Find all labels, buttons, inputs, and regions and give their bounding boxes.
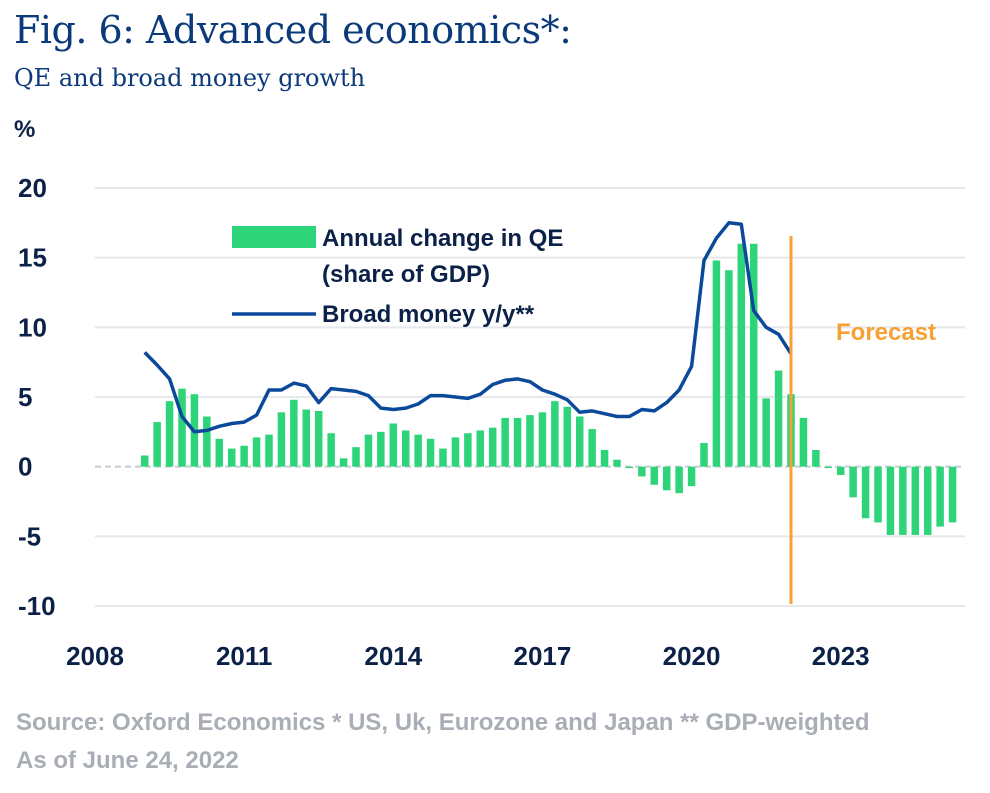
qe-bar: [936, 466, 944, 527]
y-axis-unit: %: [14, 116, 36, 143]
qe-bar: [700, 442, 708, 467]
qe-bar: [277, 412, 286, 467]
as-of-date: As of June 24, 2022: [16, 747, 239, 774]
x-tick-label: 2017: [514, 641, 572, 671]
qe-bar: [675, 466, 683, 494]
qe-bar: [203, 416, 211, 467]
qe-bar: [712, 260, 721, 467]
legend-bar-label-line1: Annual change in QE: [322, 225, 563, 252]
qe-bar: [302, 409, 311, 467]
forecast-group: Forecast: [789, 236, 936, 604]
forecast-label: Forecast: [836, 319, 936, 346]
source-text: Source: Oxford Economics * US, Uk, Euroz…: [16, 709, 870, 736]
qe-bar: [762, 398, 770, 467]
qe-bar: [252, 437, 261, 467]
y-tick-label: 15: [18, 243, 47, 273]
legend-line-label: Broad money y/y**: [322, 301, 535, 328]
x-tick-label: 2014: [364, 641, 422, 671]
qe-bar: [464, 433, 472, 467]
qe-bar: [439, 448, 447, 467]
qe-bar: [600, 449, 609, 467]
qe-bar: [364, 434, 373, 467]
qe-bar: [861, 466, 870, 519]
qe-bar: [662, 466, 671, 491]
qe-bar: [314, 410, 323, 467]
qe-bar: [725, 270, 733, 467]
legend-bar-swatch: [232, 226, 316, 248]
qe-bar: [240, 445, 248, 467]
x-tick-label: 2011: [216, 641, 272, 671]
qe-bar: [153, 422, 161, 467]
y-tick-label: 20: [18, 173, 47, 203]
qe-bar: [886, 466, 895, 535]
qe-bar: [265, 434, 273, 467]
qe-bar: [352, 447, 360, 467]
y-axis: 20 15 10 5 0 -5 -10: [18, 173, 56, 621]
qe-bar: [140, 455, 149, 467]
source-note: Source: Oxford Economics * US, Uk, Euroz…: [16, 704, 870, 780]
qe-bar: [687, 466, 696, 487]
qe-bar: [551, 401, 559, 467]
qe-bar: [414, 434, 422, 467]
qe-bar: [501, 417, 509, 467]
qe-bar: [426, 438, 435, 467]
qe-bar: [327, 433, 335, 467]
x-tick-label: 2020: [663, 641, 721, 671]
qe-bar: [824, 466, 833, 469]
qe-bar: [451, 437, 460, 467]
qe-bar: [874, 466, 882, 523]
qe-bar: [625, 466, 634, 469]
qe-bar: [923, 466, 932, 535]
legend: Annual change in QE (share of GDP) Broad…: [232, 225, 563, 328]
chart-subtitle: QE and broad money growth: [14, 64, 366, 92]
qe-bar: [948, 466, 957, 523]
chart: 20 15 10 5 0 -5 -10 2008 2011 2014 2017 2020 2023 F…: [18, 173, 965, 671]
qe-bar: [513, 417, 522, 467]
qe-bar: [377, 431, 385, 467]
y-tick-label: 10: [18, 312, 47, 342]
qe-bar: [638, 466, 646, 477]
qe-bar: [899, 466, 907, 535]
qe-bar: [799, 417, 808, 467]
qe-bar: [849, 466, 857, 498]
qe-bar: [563, 406, 572, 467]
qe-bar: [178, 388, 186, 467]
x-axis: 2008 2011 2014 2017 2020 2023: [66, 641, 870, 671]
qe-bar: [911, 466, 920, 535]
qe-bar: [290, 399, 298, 467]
qe-bar: [613, 459, 621, 467]
y-tick-label: 0: [18, 452, 32, 482]
qe-bar: [836, 466, 845, 476]
qe-bar: [215, 438, 224, 467]
y-tick-label: -10: [18, 591, 56, 621]
qe-bar: [812, 449, 820, 467]
qe-bar: [339, 458, 348, 467]
qe-bar: [227, 448, 236, 467]
qe-bar: [650, 466, 659, 485]
line-series-group: [143, 221, 793, 434]
qe-bar: [575, 416, 584, 467]
qe-bar: [389, 423, 398, 467]
qe-bar: [401, 430, 410, 467]
qe-bar: [774, 370, 783, 467]
y-tick-label: 5: [18, 382, 32, 412]
legend-bar-label-line2: (share of GDP): [322, 261, 490, 288]
x-tick-label: 2008: [66, 641, 124, 671]
qe-bar: [737, 243, 746, 467]
qe-bar: [749, 243, 758, 467]
bar-series: [140, 243, 957, 535]
chart-title: Fig. 6: Advanced economics*:: [14, 8, 572, 52]
broad-money-line: [143, 221, 793, 434]
x-tick-label: 2023: [812, 641, 870, 671]
y-tick-label: -5: [18, 521, 41, 551]
qe-bar: [476, 430, 485, 467]
qe-bar: [488, 427, 497, 467]
grid: [95, 187, 965, 607]
qe-bar: [588, 429, 596, 467]
qe-bar: [538, 412, 547, 467]
qe-bar: [165, 401, 174, 467]
qe-bar: [526, 415, 534, 467]
